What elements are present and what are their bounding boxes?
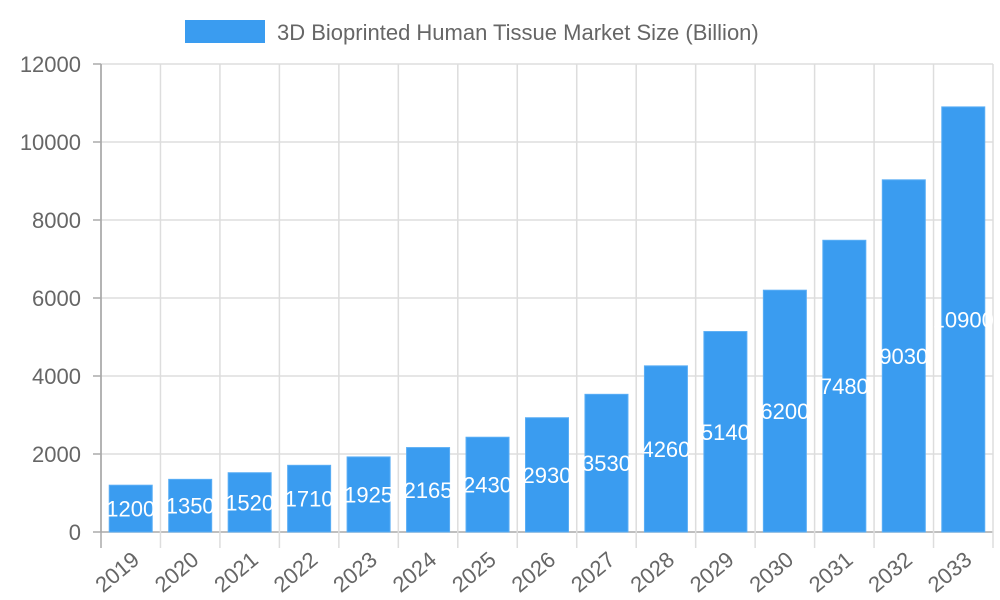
data-label: 7480	[820, 374, 869, 399]
data-label: 1710	[285, 487, 334, 512]
data-label: 9030	[879, 344, 928, 369]
data-label: 2930	[523, 463, 572, 488]
bar	[822, 239, 867, 533]
data-label: 1925	[344, 482, 393, 507]
data-label: 1520	[225, 490, 274, 515]
bar	[406, 447, 451, 533]
x-tick-label: 2024	[388, 547, 442, 598]
y-tick-label: 0	[69, 520, 81, 545]
x-tick-label: 2023	[328, 547, 382, 598]
data-label: 4260	[641, 437, 690, 462]
x-tick-label: 2032	[863, 547, 917, 598]
grid	[100, 63, 994, 548]
data-label: 1350	[166, 494, 215, 519]
y-tick-label: 8000	[32, 208, 81, 233]
data-label: 10900	[933, 307, 994, 332]
data-label: 1200	[106, 497, 155, 522]
bar	[584, 393, 629, 533]
legend[interactable]: 3D Bioprinted Human Tissue Market Size (…	[185, 20, 759, 45]
data-labels: 1200 1350 1520 1710 1925 2165 2430 2930 3530 4260…	[106, 307, 994, 521]
x-tick-label: 2028	[626, 547, 680, 598]
x-tick-label: 2031	[804, 547, 858, 598]
data-label: 3530	[582, 451, 631, 476]
x-tick-label: 2019	[90, 547, 144, 598]
bar	[703, 331, 748, 533]
bar	[108, 484, 153, 533]
legend-label: 3D Bioprinted Human Tissue Market Size (…	[277, 20, 759, 45]
bar	[941, 106, 986, 533]
y-tick-label: 6000	[32, 286, 81, 311]
bars	[108, 106, 986, 533]
x-tick-label: 2022	[269, 547, 323, 598]
bar	[227, 472, 272, 533]
bar	[525, 417, 569, 533]
data-label: 2165	[404, 478, 453, 503]
x-tick-label: 2027	[566, 547, 620, 598]
data-label: 2430	[463, 473, 512, 498]
legend-swatch	[185, 20, 265, 43]
x-tick-label: 2021	[209, 547, 263, 598]
x-tick-label: 2026	[507, 547, 561, 598]
data-label: 5140	[701, 420, 750, 445]
bar	[287, 464, 332, 533]
y-tick-label: 12000	[20, 52, 81, 77]
bar	[465, 436, 510, 533]
bar	[346, 456, 391, 533]
x-tick-label: 2033	[923, 547, 977, 598]
bar	[168, 478, 213, 533]
x-tick-label: 2020	[150, 547, 204, 598]
bar	[762, 289, 807, 533]
x-tick-label: 2030	[745, 547, 799, 598]
x-tick-label: 2029	[685, 547, 739, 598]
data-label: 6200	[760, 399, 809, 424]
y-tick-label: 4000	[32, 364, 81, 389]
bar	[881, 179, 926, 533]
y-tick-label: 10000	[20, 130, 81, 155]
y-tick-label: 2000	[32, 442, 81, 467]
bar	[643, 365, 688, 533]
x-tick-label: 2025	[447, 547, 501, 598]
